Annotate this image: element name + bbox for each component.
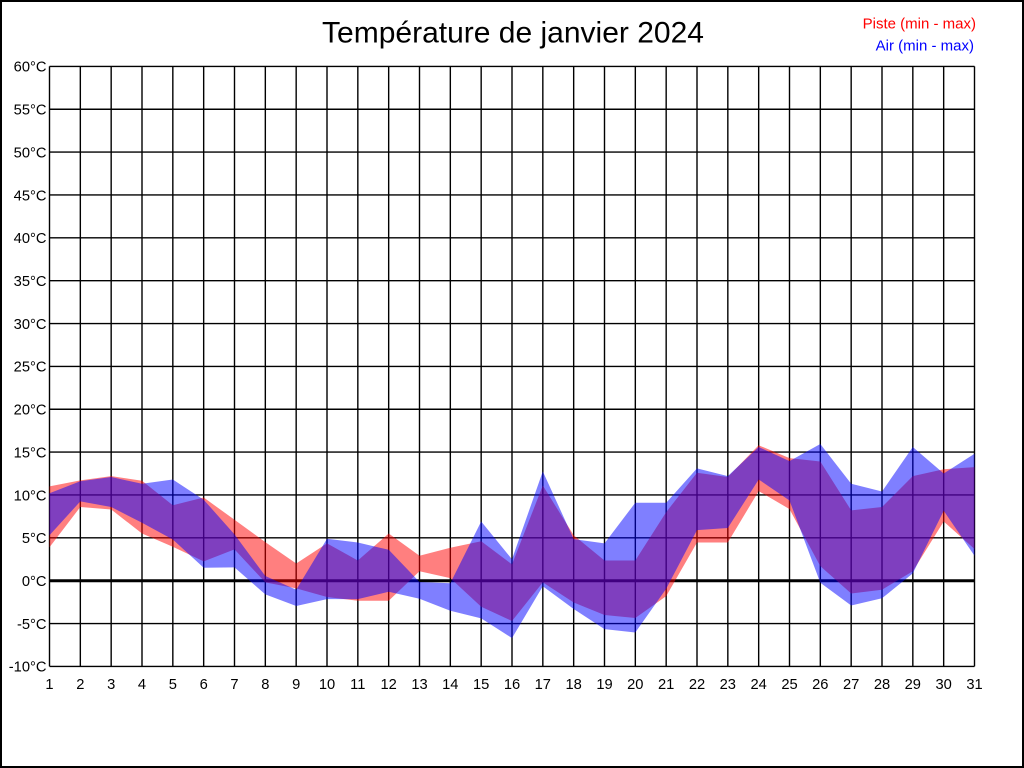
svg-text:25°C: 25°C <box>14 360 47 376</box>
svg-text:-5°C: -5°C <box>17 617 47 633</box>
svg-text:12: 12 <box>381 677 397 693</box>
svg-text:9: 9 <box>292 677 300 693</box>
svg-text:45°C: 45°C <box>14 188 47 204</box>
svg-text:1: 1 <box>45 677 53 693</box>
svg-text:13: 13 <box>411 677 427 693</box>
svg-text:40°C: 40°C <box>14 231 47 247</box>
svg-text:6: 6 <box>200 677 208 693</box>
svg-text:0°C: 0°C <box>22 574 47 590</box>
svg-text:Piste (min - max): Piste (min - max) <box>863 16 976 33</box>
svg-text:28: 28 <box>874 677 890 693</box>
svg-text:14: 14 <box>442 677 458 693</box>
svg-text:35°C: 35°C <box>14 274 47 290</box>
svg-text:7: 7 <box>230 677 238 693</box>
svg-text:23: 23 <box>720 677 736 693</box>
svg-text:20: 20 <box>627 677 643 693</box>
svg-text:55°C: 55°C <box>14 103 47 119</box>
svg-text:22: 22 <box>689 677 705 693</box>
svg-text:10°C: 10°C <box>14 488 47 504</box>
svg-text:5: 5 <box>169 677 177 693</box>
svg-text:24: 24 <box>751 677 767 693</box>
svg-text:8: 8 <box>261 677 269 693</box>
svg-text:29: 29 <box>905 677 921 693</box>
svg-text:27: 27 <box>843 677 859 693</box>
svg-text:Température de janvier 2024: Température de janvier 2024 <box>322 17 704 50</box>
svg-text:15°C: 15°C <box>14 445 47 461</box>
svg-text:25: 25 <box>781 677 797 693</box>
svg-text:19: 19 <box>596 677 612 693</box>
svg-text:31: 31 <box>966 677 982 693</box>
svg-text:30: 30 <box>936 677 952 693</box>
svg-text:15: 15 <box>473 677 489 693</box>
svg-text:16: 16 <box>504 677 520 693</box>
svg-text:50°C: 50°C <box>14 145 47 161</box>
svg-text:3: 3 <box>107 677 115 693</box>
svg-text:26: 26 <box>812 677 828 693</box>
svg-text:-10°C: -10°C <box>9 660 47 676</box>
svg-text:18: 18 <box>566 677 582 693</box>
svg-text:17: 17 <box>535 677 551 693</box>
svg-text:10: 10 <box>319 677 335 693</box>
svg-text:2: 2 <box>76 677 84 693</box>
svg-text:4: 4 <box>138 677 146 693</box>
svg-text:20°C: 20°C <box>14 403 47 419</box>
svg-text:5°C: 5°C <box>22 531 47 547</box>
svg-text:11: 11 <box>350 677 365 693</box>
svg-text:60°C: 60°C <box>14 60 47 76</box>
svg-text:21: 21 <box>658 677 674 693</box>
svg-text:Air (min - max): Air (min - max) <box>876 38 974 55</box>
svg-text:30°C: 30°C <box>14 317 47 333</box>
